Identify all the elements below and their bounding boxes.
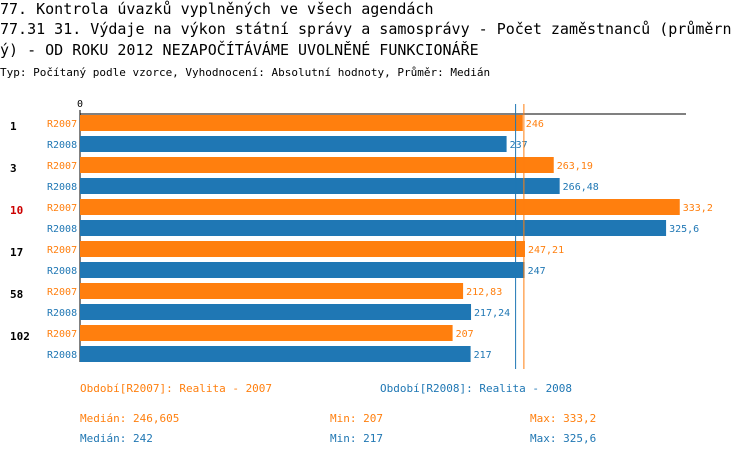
bar: [80, 199, 680, 215]
series-label: R2008: [47, 140, 77, 151]
data-label: 207: [456, 329, 474, 340]
series-label: R2008: [47, 224, 77, 235]
legend-r2007: Období[R2007]: Realita - 2007: [80, 382, 273, 395]
data-label: 237: [510, 140, 528, 151]
series-label: R2007: [47, 161, 77, 172]
series-label: R2008: [47, 350, 77, 361]
data-label: 333,2: [683, 203, 713, 214]
series-label: R2008: [47, 308, 77, 319]
max-r2008: Max: 325,6: [530, 432, 597, 445]
chart-title-line-2: 77.31 31. Výdaje na výkon státní správy …: [0, 20, 732, 38]
category-label: 3: [10, 162, 17, 175]
category-label: 1: [10, 120, 17, 133]
bar: [80, 241, 525, 257]
bar: [80, 115, 523, 131]
data-label: 212,83: [466, 287, 502, 298]
bar: [80, 304, 472, 320]
category-label: 17: [10, 246, 23, 259]
bar: [80, 220, 667, 236]
axis-zero-label: 0: [77, 99, 83, 110]
bar-chart: 0 1 R2007 246 R2008 237 3 R2007 263,19 R2008 266,4…: [10, 99, 713, 369]
chart-title-line-1: 77. Kontrola úvazků vyplněných ve všech …: [0, 0, 434, 18]
median-r2007: Medián: 246,605: [80, 412, 180, 425]
legend-r2008: Období[R2008]: Realita - 2008: [380, 382, 573, 395]
category-label: 102: [10, 330, 30, 343]
chart-subtitle: Typ: Počítaný podle vzorce, Vyhodnocení:…: [0, 66, 491, 79]
bar: [80, 283, 464, 299]
series-label: R2007: [47, 245, 77, 256]
bar: [80, 262, 525, 278]
data-label: 247: [528, 266, 546, 277]
category-label: 58: [10, 288, 23, 301]
data-label: 217,24: [474, 308, 510, 319]
category-label: 10: [10, 204, 23, 217]
bar: [80, 157, 554, 173]
series-label: R2007: [47, 287, 77, 298]
series-label: R2007: [47, 329, 77, 340]
data-label: 246: [526, 119, 544, 130]
data-label: 266,48: [563, 182, 599, 193]
median-r2008: Medián: 242: [80, 432, 153, 445]
chart-title-line-3: ý) - OD ROKU 2012 NEZAPOČÍTÁVÁME UVOLNĚN…: [0, 41, 479, 59]
series-label: R2008: [47, 182, 77, 193]
series-label: R2008: [47, 266, 77, 277]
bar: [80, 325, 453, 341]
bar: [80, 136, 507, 152]
data-label: 263,19: [557, 161, 593, 172]
bar: [80, 178, 560, 194]
series-label: R2007: [47, 119, 77, 130]
min-r2007: Min: 207: [330, 412, 383, 425]
data-label: 217: [474, 350, 492, 361]
series-label: R2007: [47, 203, 77, 214]
max-r2007: Max: 333,2: [530, 412, 597, 425]
bar: [80, 346, 471, 362]
min-r2008: Min: 217: [330, 432, 383, 445]
data-label: 325,6: [669, 224, 699, 235]
data-label: 247,21: [528, 245, 564, 256]
